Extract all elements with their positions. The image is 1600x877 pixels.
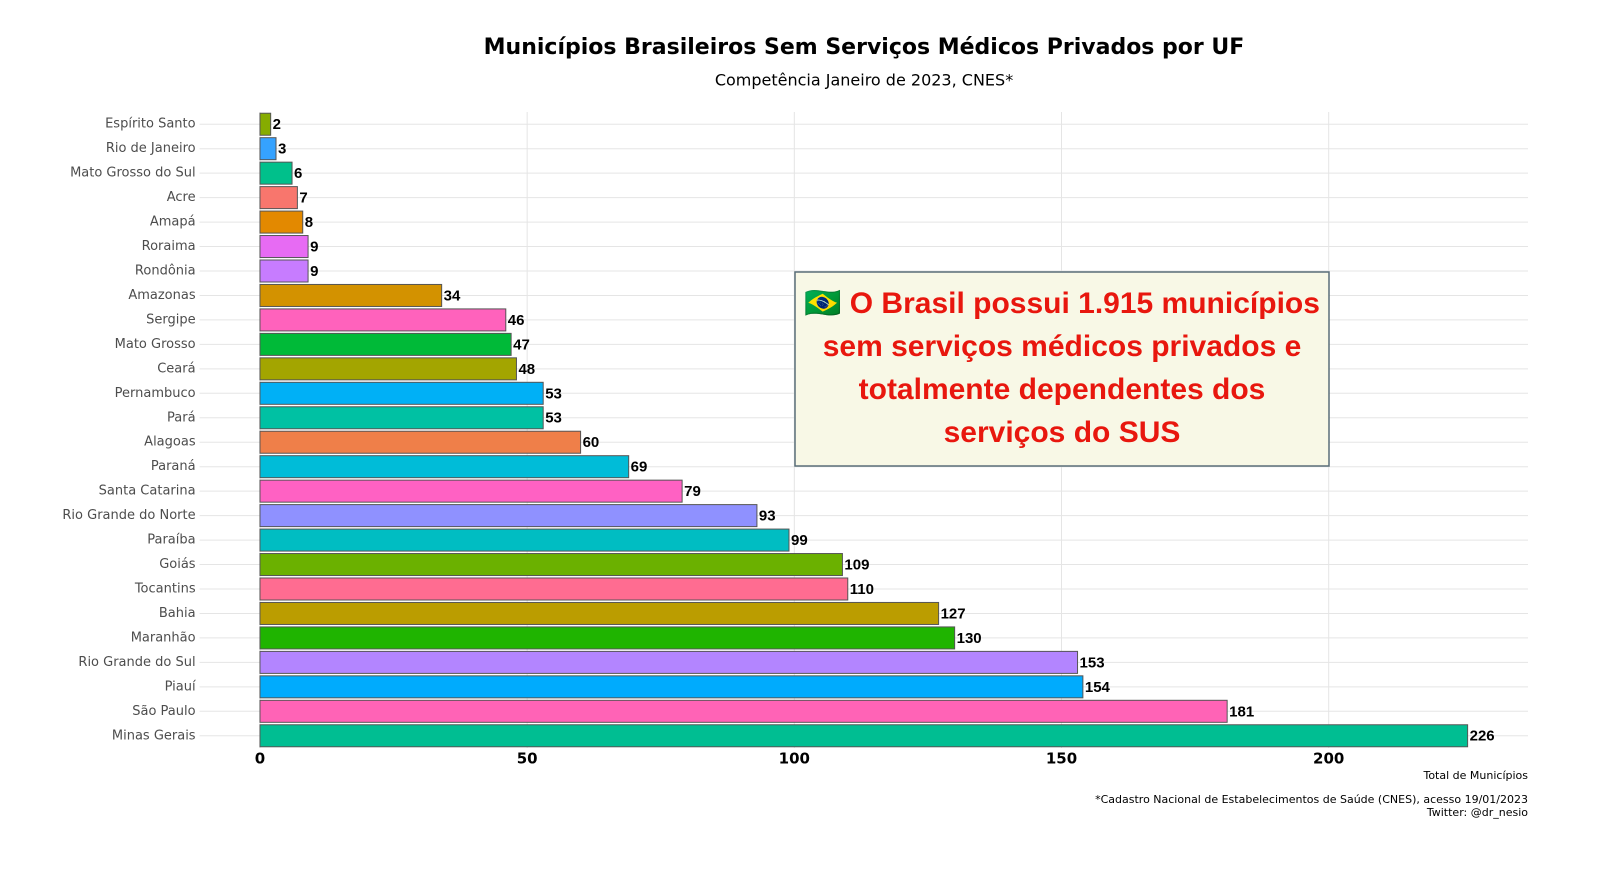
chart-title: Municípios Brasileiros Sem Serviços Médi…: [484, 35, 1245, 60]
value-label: 48: [518, 361, 535, 378]
y-tick-label: Roraima: [142, 239, 196, 254]
value-label: 69: [631, 459, 648, 476]
value-label: 53: [545, 410, 562, 427]
x-tick-label: 50: [517, 750, 538, 768]
y-tick-label: Alagoas: [144, 435, 196, 450]
y-tick-label: Pernambuco: [115, 386, 196, 401]
value-label: 226: [1470, 728, 1495, 745]
y-tick-label: Mato Grosso: [115, 337, 196, 352]
value-label: 34: [444, 287, 461, 304]
annotation-box: [794, 271, 1330, 467]
value-label: 3: [278, 141, 286, 158]
bar: [259, 699, 1228, 723]
bar: [259, 430, 582, 454]
annotation-text: serviços do SUS: [944, 416, 1181, 449]
y-tick-label: Acre: [167, 190, 196, 205]
bar: [259, 308, 507, 332]
y-tick-label: Rio Grande do Norte: [62, 508, 195, 523]
y-tick-label: Paraná: [151, 459, 196, 474]
bar: [259, 406, 544, 430]
value-label: 110: [850, 581, 874, 598]
value-label: 93: [759, 508, 776, 525]
y-tick-label: Pará: [167, 410, 196, 425]
value-label: 9: [310, 239, 318, 256]
bar: [259, 455, 630, 479]
bar: [259, 283, 443, 307]
y-tick-label: Bahia: [159, 606, 196, 621]
bar: [259, 601, 940, 625]
bar: [259, 186, 298, 210]
value-label: 46: [508, 312, 525, 329]
y-tick-label: Rio de Janeiro: [106, 141, 196, 156]
y-tick-label: Rondônia: [135, 264, 196, 279]
bar: [259, 504, 758, 528]
value-label: 60: [583, 434, 600, 451]
value-label: 153: [1080, 654, 1105, 671]
y-tick-label: Minas Gerais: [112, 728, 196, 743]
bar: [259, 235, 309, 259]
y-tick-label: Goiás: [159, 557, 196, 572]
value-label: 8: [305, 214, 313, 231]
annotation-text: 🇧🇷 O Brasil possui 1.915 municípios: [804, 287, 1320, 320]
value-label: 6: [294, 165, 302, 182]
y-tick-label: Amapá: [150, 215, 196, 230]
value-label: 7: [299, 190, 307, 207]
bar: [259, 650, 1079, 674]
bar: [259, 553, 843, 577]
caption: *Cadastro Nacional de Estabelecimentos d…: [1095, 793, 1528, 806]
y-tick-label: Rio Grande do Sul: [78, 655, 195, 670]
bar: [259, 626, 956, 650]
bar: [259, 675, 1084, 699]
value-label: 154: [1085, 679, 1111, 696]
value-label: 47: [513, 336, 530, 353]
annotation-text: totalmente dependentes dos: [859, 373, 1266, 406]
value-label: 9: [310, 263, 318, 280]
bar: [259, 137, 277, 161]
y-tick-label: Sergipe: [146, 312, 195, 327]
bar: [259, 479, 683, 503]
x-tick-label: 100: [779, 750, 810, 768]
x-tick-label: 0: [255, 750, 265, 768]
bar: [259, 112, 272, 136]
annotation-text: sem serviços médicos privados e: [823, 330, 1302, 363]
value-label: 79: [684, 483, 701, 500]
value-label: 99: [791, 532, 808, 549]
bar: [259, 332, 512, 356]
bar: [259, 381, 544, 405]
bar: [259, 259, 309, 283]
y-tick-label: São Paulo: [132, 704, 195, 719]
value-label: 109: [844, 557, 869, 574]
bar: [259, 357, 517, 381]
value-label: 2: [273, 116, 281, 133]
x-axis-label: Total de Municípios: [1422, 769, 1528, 782]
y-tick-label: Piauí: [165, 679, 196, 694]
y-tick-label: Espírito Santo: [105, 117, 196, 132]
caption: Twitter: @dr_nesio: [1426, 806, 1528, 819]
y-tick-label: Ceará: [157, 361, 195, 376]
x-tick-label: 150: [1046, 750, 1077, 768]
bar: [259, 161, 293, 185]
bar: [259, 528, 790, 552]
bar: [259, 577, 849, 601]
value-label: 130: [957, 630, 982, 647]
y-tick-label: Amazonas: [128, 288, 196, 303]
y-tick-label: Tocantins: [134, 582, 196, 597]
value-label: 181: [1229, 703, 1254, 720]
y-tick-label: Maranhão: [131, 630, 196, 645]
bar: [259, 210, 304, 234]
value-label: 127: [941, 605, 966, 622]
bar: [259, 724, 1469, 748]
chart-subtitle: Competência Janeiro de 2023, CNES*: [715, 71, 1013, 90]
y-tick-label: Mato Grosso do Sul: [70, 166, 196, 181]
x-tick-label: 200: [1313, 750, 1344, 768]
y-tick-label: Santa Catarina: [99, 484, 196, 499]
value-label: 53: [545, 385, 562, 402]
y-tick-label: Paraíba: [147, 533, 195, 548]
